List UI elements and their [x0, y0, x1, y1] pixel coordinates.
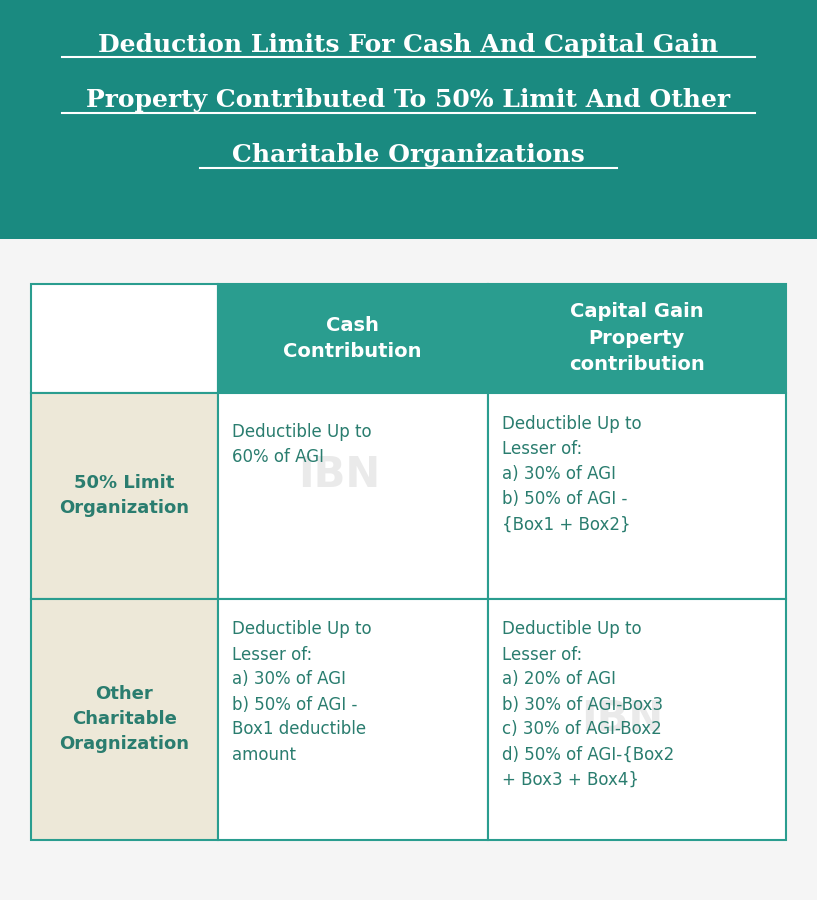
Text: 50% Limit
Organization: 50% Limit Organization [60, 474, 190, 518]
Text: Deductible Up to
Lesser of:
a) 20% of AGI
b) 30% of AGI-Box3
c) 30% of AGI-Box2
: Deductible Up to Lesser of: a) 20% of AG… [502, 620, 674, 788]
Bar [0, 0, 817, 238]
Bar [31, 284, 217, 393]
Text: Property Contributed To 50% Limit And Other: Property Contributed To 50% Limit And Ot… [87, 88, 730, 112]
Text: Deductible Up to
Lesser of:
a) 30% of AGI
b) 50% of AGI -
{Box1 + Box2}: Deductible Up to Lesser of: a) 30% of AG… [502, 415, 641, 534]
Text: Charitable Organizations: Charitable Organizations [232, 143, 585, 167]
Bar [31, 393, 217, 598]
Text: Capital Gain
Property
contribution: Capital Gain Property contribution [569, 302, 705, 374]
Bar [217, 393, 488, 598]
Bar [217, 284, 488, 393]
Text: IBN: IBN [298, 454, 380, 497]
Text: Deduction Limits For Cash And Capital Gain: Deduction Limits For Cash And Capital Ga… [98, 33, 719, 57]
Bar [488, 393, 786, 598]
Bar [217, 598, 488, 840]
Bar [488, 284, 786, 393]
Text: Cash
Contribution: Cash Contribution [283, 316, 422, 361]
Text: Other
Charitable
Oragnization: Other Charitable Oragnization [60, 685, 190, 753]
Text: Deductible Up to
60% of AGI: Deductible Up to 60% of AGI [231, 423, 371, 466]
Text: Deductible Up to
Lesser of:
a) 30% of AGI
b) 50% of AGI -
Box1 deductible
amount: Deductible Up to Lesser of: a) 30% of AG… [231, 620, 371, 763]
Bar [488, 598, 786, 840]
Text: IBN: IBN [581, 698, 663, 740]
Bar [31, 598, 217, 840]
